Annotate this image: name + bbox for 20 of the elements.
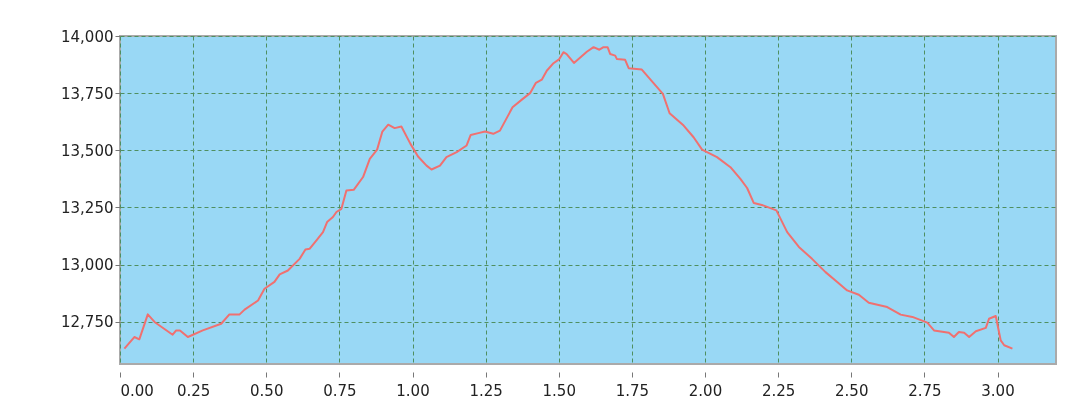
x-tick-label: 0.00 — [120, 381, 154, 400]
y-tick-label: 13,000 — [61, 256, 114, 275]
y-tick-label: 12,750 — [61, 313, 114, 332]
y-tick-label: 14,000 — [61, 27, 114, 46]
x-tick-label: 2.25 — [761, 381, 796, 400]
x-tick-label: 0.50 — [250, 381, 284, 400]
x-tick-label: 3.00 — [981, 381, 1015, 400]
x-tick-label: 2.75 — [908, 381, 942, 400]
x-tick-label: 1.00 — [396, 381, 430, 400]
x-tick-label: 1.50 — [542, 381, 576, 400]
x-tick-label: 0.25 — [176, 381, 211, 400]
y-tick-label: 13,750 — [61, 84, 114, 103]
x-tick-label: 2.00 — [688, 381, 723, 400]
y-tick-label: 13,500 — [61, 141, 114, 160]
x-tick-label: 1.25 — [469, 381, 503, 400]
line-series — [123, 46, 1014, 350]
x-tick-label: 0.75 — [323, 381, 357, 400]
x-tick-label: 1.75 — [615, 381, 650, 400]
y-tick-label: 13,250 — [61, 198, 114, 217]
x-tick-label: 2.50 — [835, 381, 869, 400]
